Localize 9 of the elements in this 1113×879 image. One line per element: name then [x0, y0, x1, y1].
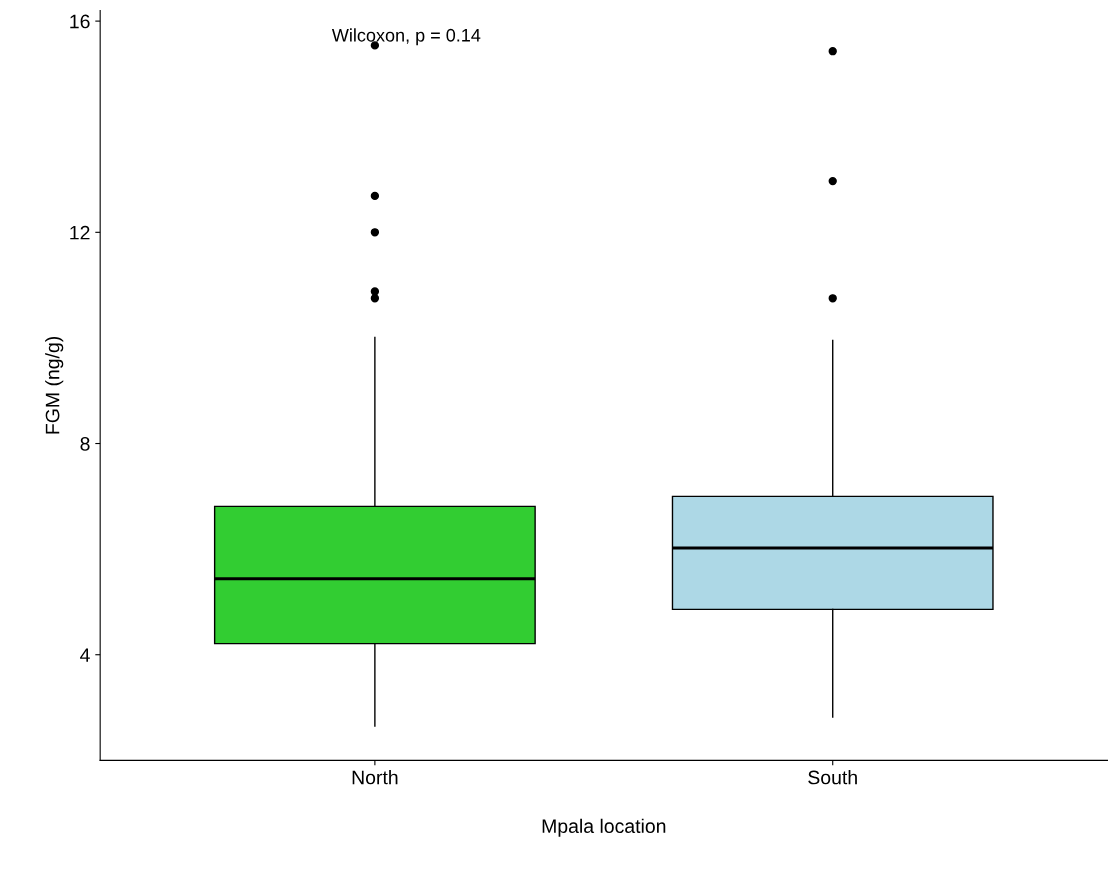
y-axis-title: FGM (ng/g) — [45, 336, 64, 434]
y-tick-label: 12 — [70, 225, 90, 240]
annotation: Wilcoxon, p = 0.14 — [331, 28, 481, 46]
x-tick-label: South — [808, 770, 857, 785]
y-tick-label: 4 — [80, 648, 90, 662]
y-tick-label: 16 — [70, 14, 90, 29]
x-axis-title: Mpala location — [542, 818, 666, 837]
x-tick-label: North — [352, 770, 398, 785]
y-tick-label: 8 — [80, 436, 90, 451]
